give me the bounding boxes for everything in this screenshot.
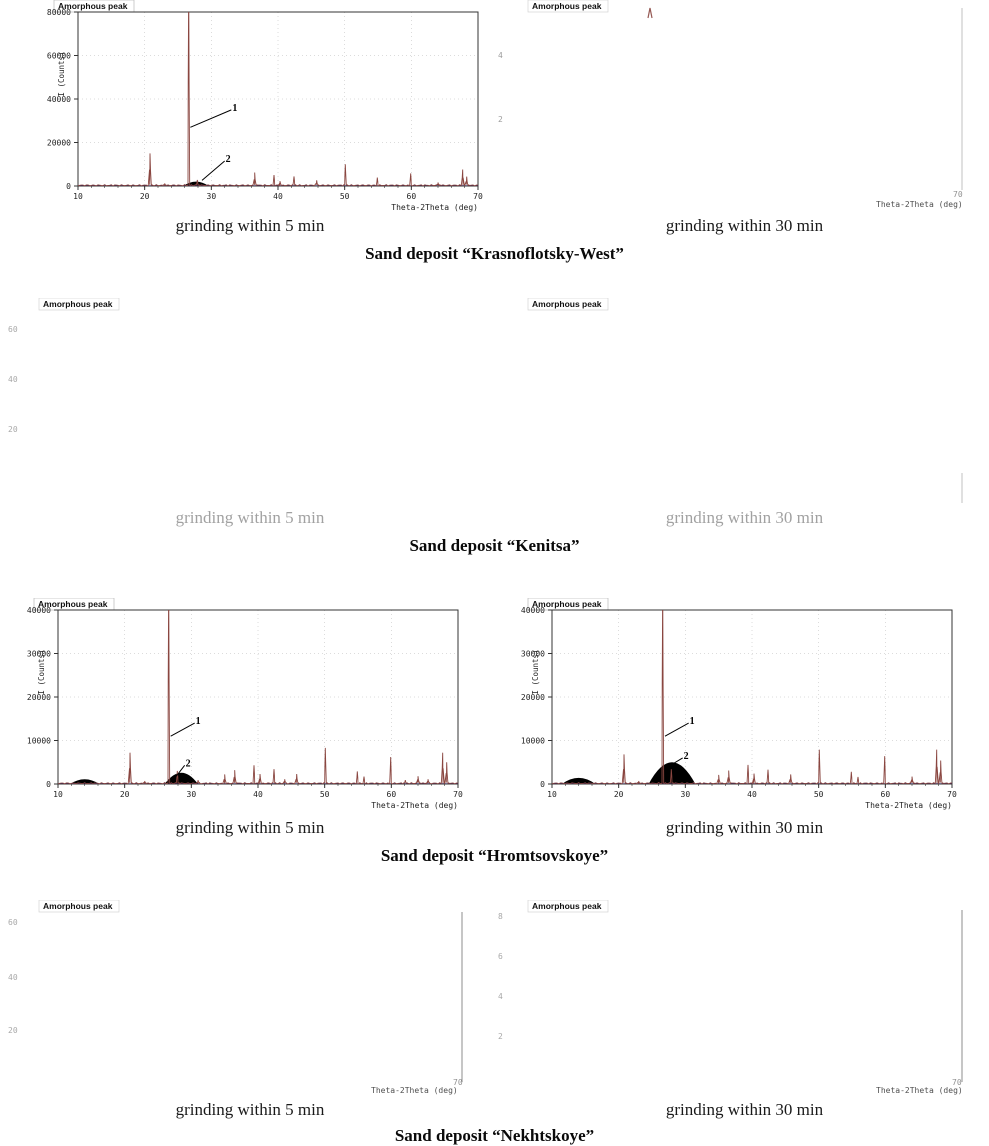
chart-nekhtskoye-5min: Amorphous peak 60 40 20 Theta-2Theta (deg) 70 (5, 900, 475, 1112)
caption-grinding-5min: grinding within 5 min (175, 508, 325, 527)
svg-text:2: 2 (684, 751, 689, 762)
svg-text:0: 0 (46, 780, 51, 789)
svg-text:Amorphous peak: Amorphous peak (532, 599, 602, 609)
svg-text:1: 1 (196, 716, 201, 727)
svg-text:20: 20 (8, 1026, 18, 1035)
section-title-hromtsovskoye: Sand deposit “Hromtsovskoye” (380, 846, 609, 865)
svg-text:60: 60 (881, 790, 891, 799)
svg-text:I (Counts): I (Counts) (37, 649, 46, 694)
svg-text:Theta-2Theta (deg): Theta-2Theta (deg) (876, 1086, 963, 1095)
svg-text:30000: 30000 (27, 650, 51, 659)
chart-krasnoflotsky-west-5min: Amorphous peak 10 20 30 40 50 60 70 0 20000 40000 6… (20, 0, 490, 212)
svg-text:Theta-2Theta (deg): Theta-2Theta (deg) (371, 801, 458, 810)
svg-text:50: 50 (340, 192, 350, 201)
svg-text:40: 40 (8, 375, 18, 384)
chart-hromtsovskoye-30min: Amorphous peak 10 20 30 40 50 60 70 0 10000 20000 3… (494, 598, 964, 810)
caption-grinding-5min: grinding within 5 min (175, 818, 325, 837)
svg-text:1: 1 (232, 103, 237, 114)
svg-text:70: 70 (453, 1078, 463, 1087)
svg-text:40000: 40000 (27, 606, 51, 615)
svg-text:40: 40 (253, 790, 263, 799)
svg-text:10: 10 (547, 790, 557, 799)
svg-text:60: 60 (8, 325, 18, 334)
svg-text:4: 4 (498, 992, 503, 1001)
caption-grinding-30min: grinding within 30 min (665, 818, 824, 837)
svg-text:Theta-2Theta (deg): Theta-2Theta (deg) (371, 1086, 458, 1095)
svg-text:4: 4 (498, 51, 503, 60)
chart-hromtsovskoye-5min: Amorphous peak 10 20 30 40 50 60 70 0 10000 20000 3… (0, 598, 470, 810)
svg-text:70: 70 (952, 1078, 962, 1087)
section-krasnoflotsky-west: Amorphous peak 10 20 30 40 50 60 70 0 20000 40000 6… (0, 0, 989, 298)
chart-krasnoflotsky-west-30min: Amorphous peak 4 2 Theta-2Theta (deg) 70 (494, 0, 964, 212)
svg-text:2: 2 (498, 115, 503, 124)
svg-text:30: 30 (187, 790, 197, 799)
svg-text:Amorphous peak: Amorphous peak (58, 1, 128, 11)
svg-text:70: 70 (947, 790, 957, 799)
svg-text:40000: 40000 (521, 606, 545, 615)
section-kenitsa: Amorphous peak 60 40 20 Amorphous peak grin… (0, 298, 989, 598)
section-title-nekhtskoye: Sand deposit “Nekhtskoye” (394, 1126, 595, 1145)
svg-text:60: 60 (8, 918, 18, 927)
svg-text:50: 50 (320, 790, 330, 799)
svg-text:20: 20 (140, 192, 150, 201)
caption-grinding-30min: grinding within 30 min (665, 508, 824, 527)
svg-text:Theta-2Theta (deg): Theta-2Theta (deg) (391, 203, 478, 212)
svg-text:20000: 20000 (521, 693, 545, 702)
svg-text:10000: 10000 (521, 737, 545, 746)
svg-text:20: 20 (614, 790, 624, 799)
svg-text:20: 20 (8, 425, 18, 434)
svg-text:2: 2 (186, 758, 191, 769)
svg-text:50: 50 (814, 790, 824, 799)
caption-grinding-5min: grinding within 5 min (175, 1100, 325, 1119)
svg-text:20000: 20000 (47, 139, 71, 148)
svg-text:70: 70 (473, 192, 483, 201)
svg-text:Amorphous peak: Amorphous peak (532, 299, 602, 309)
svg-text:Amorphous peak: Amorphous peak (43, 901, 113, 911)
svg-text:1: 1 (690, 716, 695, 727)
svg-text:20000: 20000 (27, 693, 51, 702)
svg-text:30: 30 (207, 192, 217, 201)
svg-text:80000: 80000 (47, 8, 71, 17)
svg-text:I (Counts): I (Counts) (531, 649, 540, 694)
svg-text:10: 10 (53, 790, 63, 799)
svg-text:Amorphous peak: Amorphous peak (43, 299, 113, 309)
svg-text:Amorphous peak: Amorphous peak (38, 599, 108, 609)
caption-grinding-30min: grinding within 30 min (665, 1100, 824, 1119)
section-title-kenitsa: Sand deposit “Kenitsa” (409, 536, 580, 555)
svg-text:10000: 10000 (27, 737, 51, 746)
svg-text:30: 30 (681, 790, 691, 799)
svg-text:0: 0 (66, 182, 71, 191)
svg-text:70: 70 (953, 190, 963, 199)
svg-text:60000: 60000 (47, 52, 71, 61)
svg-text:40000: 40000 (47, 95, 71, 104)
svg-text:Amorphous peak: Amorphous peak (532, 1, 602, 11)
section-nekhtskoye: Amorphous peak 60 40 20 Theta-2Theta (deg) 70… (0, 900, 989, 1145)
svg-text:6: 6 (498, 952, 503, 961)
svg-text:10: 10 (73, 192, 83, 201)
caption-grinding-5min: grinding within 5 min (175, 216, 325, 235)
svg-text:20: 20 (120, 790, 130, 799)
svg-text:60: 60 (387, 790, 397, 799)
svg-text:0: 0 (540, 780, 545, 789)
svg-text:40: 40 (747, 790, 757, 799)
svg-text:8: 8 (498, 912, 503, 921)
caption-grinding-30min: grinding within 30 min (665, 216, 824, 235)
section-title-krasnoflotsky-west: Sand deposit “Krasnoflotsky-West” (365, 244, 624, 263)
svg-text:Amorphous peak: Amorphous peak (532, 901, 602, 911)
svg-text:2: 2 (226, 154, 231, 165)
svg-text:30000: 30000 (521, 650, 545, 659)
svg-text:70: 70 (453, 790, 463, 799)
svg-text:40: 40 (8, 973, 18, 982)
svg-text:2: 2 (498, 1032, 503, 1041)
chart-nekhtskoye-30min: Amorphous peak 8 6 4 2 Theta-2Theta (deg) 70 (494, 900, 964, 1112)
svg-text:60: 60 (407, 192, 417, 201)
svg-text:Theta-2Theta (deg): Theta-2Theta (deg) (876, 200, 963, 209)
section-hromtsovskoye: Amorphous peak 10 20 30 40 50 60 70 0 10000 20000 3… (0, 598, 989, 900)
svg-text:I (Counts): I (Counts) (57, 51, 66, 96)
svg-text:Theta-2Theta (deg): Theta-2Theta (deg) (865, 801, 952, 810)
svg-text:40: 40 (273, 192, 283, 201)
chart-kenitsa-5min: Amorphous peak 60 40 20 (5, 298, 475, 510)
chart-kenitsa-30min: Amorphous peak (494, 298, 964, 510)
